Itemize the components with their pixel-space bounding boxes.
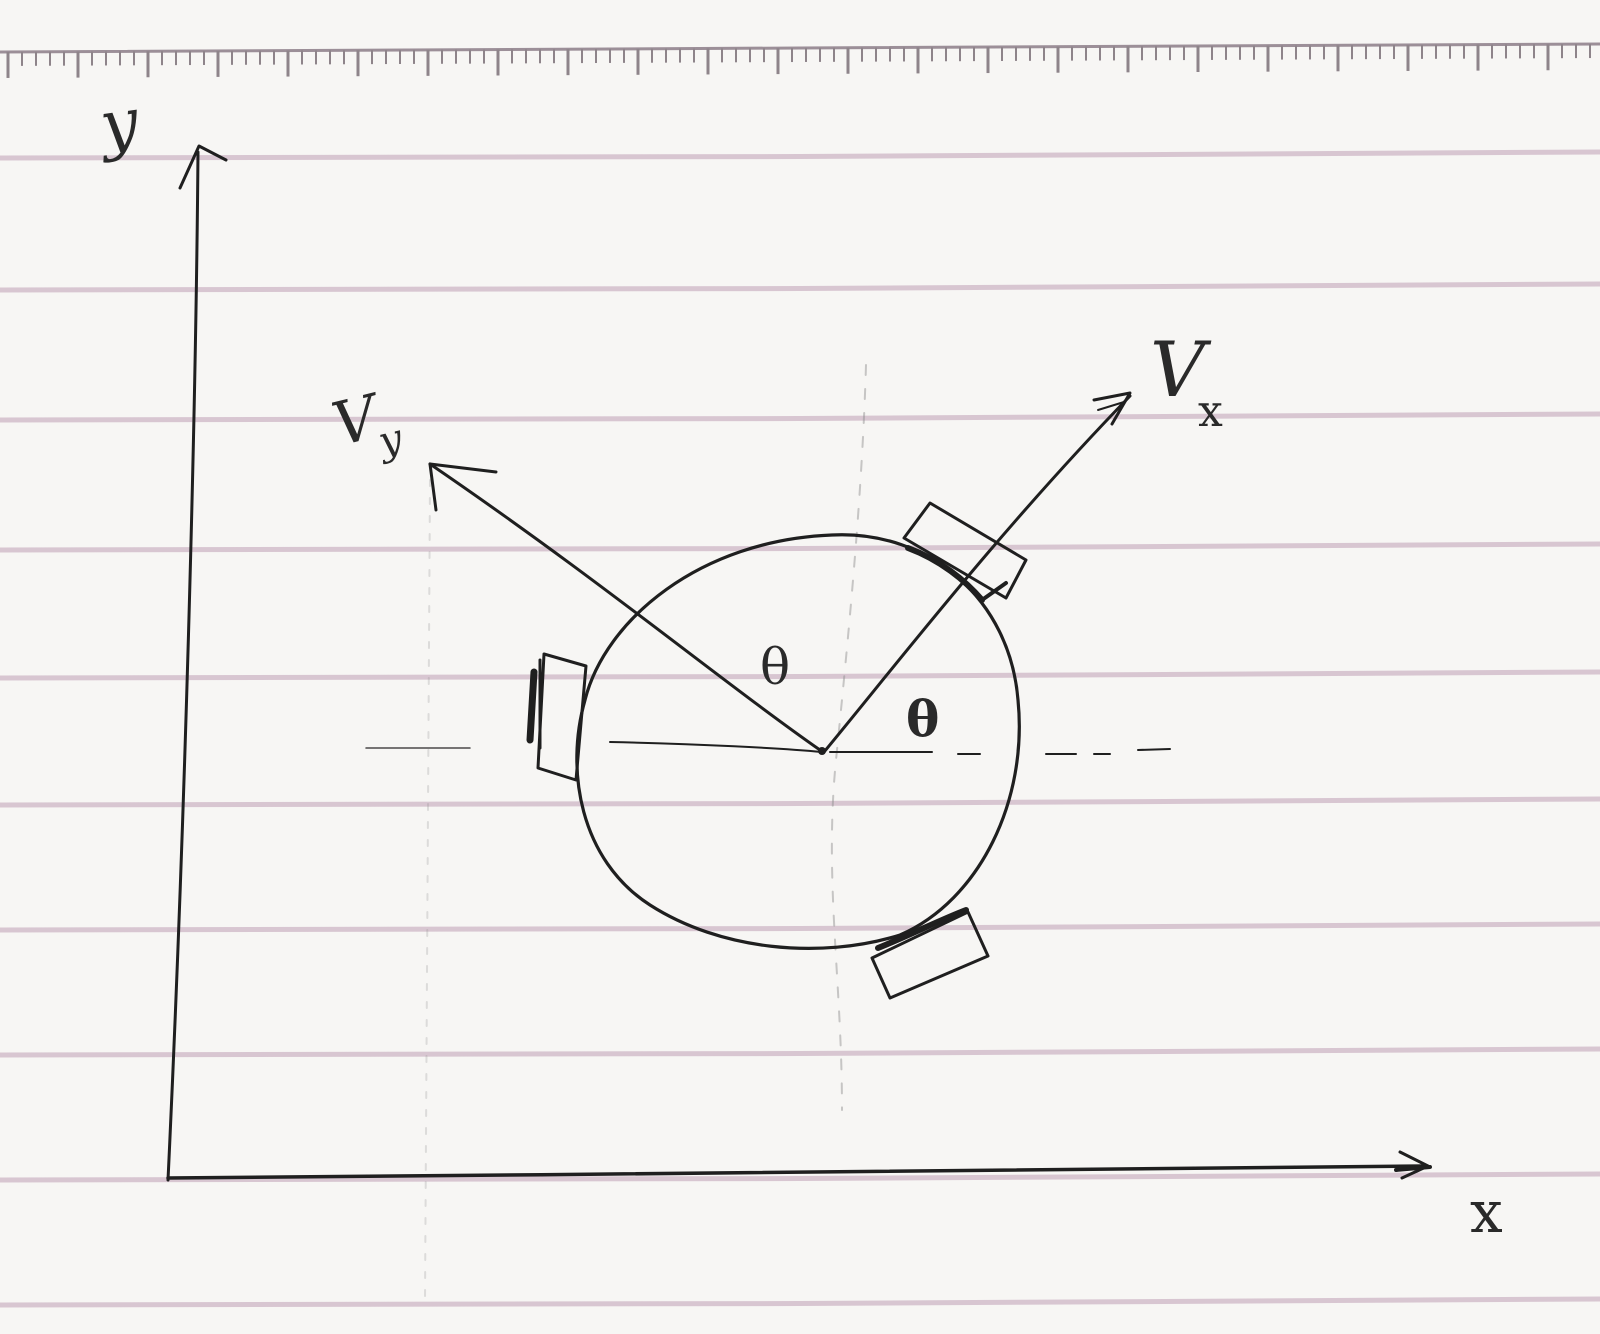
ruled-line [0, 921, 1600, 933]
ruled-line [0, 281, 1600, 293]
wheel-left [526, 652, 588, 782]
wheel-upper-right [902, 501, 1028, 603]
wheel-bottom [870, 907, 990, 1000]
ruled-line [0, 796, 1600, 808]
vy-vector [428, 462, 822, 752]
ruled-line [0, 149, 1600, 161]
theta-label-right: θ [906, 689, 939, 748]
x-axis [166, 1150, 1432, 1180]
ruled-line [0, 411, 1600, 423]
ruler-edge [0, 42, 1600, 54]
ruled-line [0, 1046, 1600, 1058]
horizontal-reference-line [365, 741, 1171, 755]
vy-label: V y [326, 381, 409, 466]
ruled-line [0, 669, 1600, 681]
vx-label-main: V [1150, 325, 1212, 414]
vx-label: V x [1150, 325, 1223, 437]
ruler-ticks [0, 42, 1600, 78]
theta-label-left: θ [760, 638, 790, 696]
ruled-line [0, 1171, 1600, 1183]
ruled-line [0, 541, 1600, 553]
robot-center-point [818, 747, 826, 755]
ruled-lines [0, 149, 1600, 1308]
faint-left-guide [424, 479, 431, 1301]
vx-label-subscript: x [1198, 386, 1223, 437]
vertical-guide-line [830, 364, 867, 1111]
y-axis [166, 144, 228, 1182]
y-axis-label: y [92, 83, 143, 165]
ruled-line [0, 1296, 1600, 1308]
robot-body-circle [575, 533, 1021, 950]
vx-vector [822, 391, 1132, 754]
x-axis-label: x [1470, 1178, 1503, 1246]
